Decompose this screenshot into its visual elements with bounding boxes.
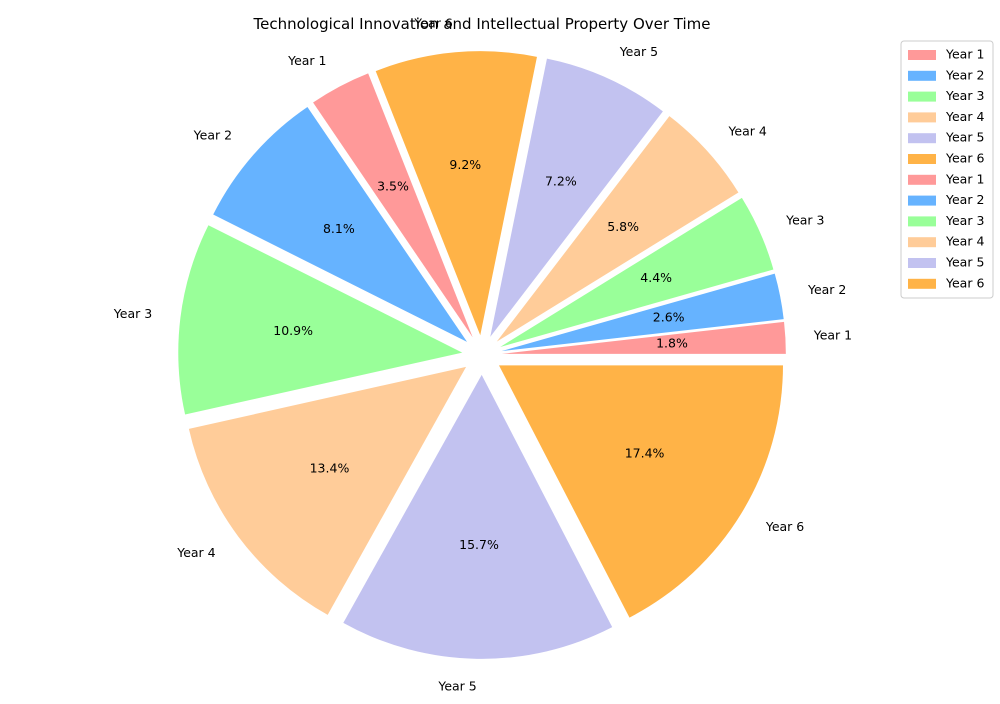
legend-label: Year 6: [945, 275, 984, 290]
percent-label: 13.4%: [310, 460, 350, 475]
pie-slice: [490, 58, 663, 337]
slice-label: Year 1: [287, 53, 326, 68]
legend-swatch: [908, 195, 936, 206]
chart-title: Technological Innovation and Intellectua…: [252, 15, 710, 33]
pie-slice: [501, 273, 784, 352]
legend-swatch: [908, 237, 936, 248]
legend-label: Year 1: [945, 171, 984, 186]
legend-swatch: [908, 174, 936, 185]
legend-swatch: [908, 112, 936, 123]
percent-label: 2.6%: [653, 310, 685, 325]
pie-slice: [498, 365, 783, 618]
slice-label: Year 6: [765, 519, 804, 534]
pie-slice: [313, 73, 473, 338]
legend-label: Year 2: [945, 192, 984, 207]
percent-label: 4.4%: [640, 270, 672, 285]
slice-label: Year 2: [193, 128, 232, 143]
slice-label: Year 4: [727, 124, 766, 139]
legend-swatch: [908, 216, 936, 227]
legend-label: Year 5: [945, 130, 984, 145]
slice-label: Year 2: [807, 282, 846, 297]
percent-label: 15.7%: [459, 537, 499, 552]
legend-swatch: [908, 91, 936, 102]
pie-slice: [496, 116, 739, 342]
legend-label: Year 4: [945, 109, 984, 124]
legend-swatch: [908, 258, 936, 268]
percent-label: 1.8%: [656, 336, 688, 351]
percent-label: 3.5%: [377, 178, 409, 193]
pie-slice: [213, 107, 468, 342]
percent-label: 7.2%: [545, 173, 577, 188]
slice-label: Year 3: [113, 306, 152, 321]
legend-label: Year 2: [945, 67, 984, 82]
percent-label: 5.8%: [607, 219, 639, 234]
legend-swatch: [908, 70, 936, 81]
legend-label: Year 4: [945, 234, 984, 249]
legend-swatch: [908, 154, 936, 164]
slice-label: Year 4: [176, 545, 215, 560]
percent-label: 10.9%: [273, 323, 313, 338]
slice-label: Year 1: [813, 328, 852, 343]
pie-slice: [178, 225, 463, 415]
legend-frame: [900, 40, 994, 299]
pie-slice: [343, 374, 613, 659]
pie-slice: [188, 366, 467, 615]
percent-label: 17.4%: [625, 445, 665, 460]
slice-label: Year 5: [619, 44, 658, 59]
pie-slices: Year 1 1.8% Year 2 2.6% Year 3 4.4% Year 4 5.8%…: [113, 16, 852, 694]
legend-swatch: [908, 133, 936, 144]
pie-slice: [375, 51, 537, 336]
slice-label: Year 6: [413, 16, 452, 31]
pie-slice: [501, 321, 786, 354]
percent-label: 8.1%: [323, 221, 355, 236]
legend-label: Year 3: [945, 213, 984, 228]
legend-swatch: [908, 50, 936, 60]
percent-label: 9.2%: [449, 157, 481, 172]
legend-label: Year 5: [945, 255, 984, 270]
legend-swatch: [908, 278, 936, 289]
pie-slice: [500, 197, 774, 347]
legend-label: Year 1: [945, 47, 984, 62]
slice-label: Year 3: [785, 213, 824, 228]
slice-label: Year 5: [437, 679, 476, 694]
legend-label: Year 3: [945, 88, 984, 103]
legend-label: Year 6: [945, 151, 984, 166]
legend: Year 1 Year 2 Year 3 Year 4 Year 5 Year 6 Year…: [900, 40, 994, 299]
